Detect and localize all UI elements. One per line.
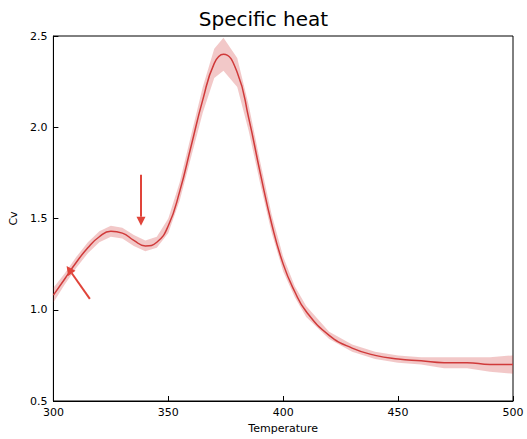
svg-text:450: 450 bbox=[388, 406, 409, 419]
svg-text:1.5: 1.5 bbox=[30, 212, 48, 225]
svg-text:300: 300 bbox=[43, 406, 64, 419]
svg-text:2.5: 2.5 bbox=[30, 30, 48, 43]
svg-text:1.0: 1.0 bbox=[30, 303, 48, 316]
svg-text:Specific heat: Specific heat bbox=[199, 7, 328, 31]
svg-text:Temperature: Temperature bbox=[247, 422, 318, 435]
svg-text:350: 350 bbox=[158, 406, 179, 419]
svg-text:0.5: 0.5 bbox=[29, 394, 48, 408]
svg-text:Cv: Cv bbox=[7, 211, 20, 226]
svg-text:2.0: 2.0 bbox=[30, 121, 48, 134]
svg-text:400: 400 bbox=[273, 406, 294, 419]
svg-text:500: 500 bbox=[503, 406, 524, 419]
